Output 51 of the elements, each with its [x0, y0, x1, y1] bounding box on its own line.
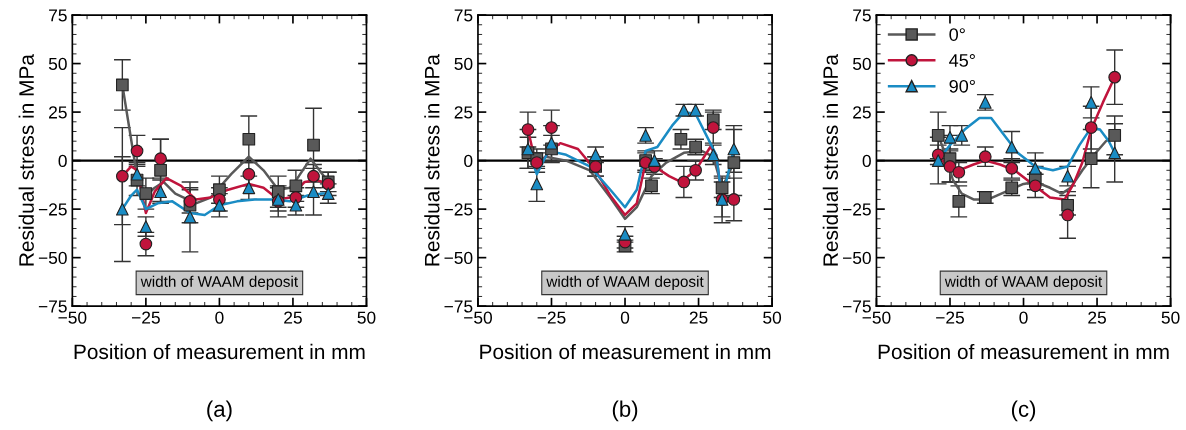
y-tick-label: 75 — [454, 9, 473, 22]
annotation: width of WAAM deposit — [944, 275, 1103, 290]
y-tick-label: 50 — [852, 57, 871, 71]
x-tick-label: 0 — [620, 311, 630, 324]
y-tick-label: 50 — [454, 57, 473, 71]
annotation: width of WAAM deposit — [546, 275, 704, 290]
y-tick-label: 50 — [48, 57, 67, 71]
y-tick-label: 25 — [853, 106, 871, 119]
y-tick-label: 0 — [464, 154, 473, 168]
y-axis-title: Residual stress in MPa — [18, 54, 34, 266]
x-tick-label: 0 — [1019, 311, 1028, 324]
y-tick-label: 75 — [49, 9, 67, 22]
x-tick-label: 50 — [357, 311, 376, 324]
legend-label: 90° — [949, 79, 975, 93]
x-tick-label: −25 — [936, 311, 964, 324]
x-tick-label: −50 — [464, 311, 492, 324]
x-tick-label: −25 — [537, 311, 566, 324]
y-tick-label: −25 — [38, 203, 67, 216]
y-tick-label: −25 — [843, 203, 871, 216]
y-tick-label: 25 — [49, 106, 67, 119]
x-tick-label: 25 — [1088, 311, 1106, 324]
y-tick-label: 0 — [862, 154, 871, 168]
x-tick-label: 25 — [284, 311, 302, 324]
x-tick-label: 50 — [1161, 311, 1180, 324]
x-tick-label: 0 — [215, 311, 224, 324]
x-axis-title: Position of measurement in mm — [74, 343, 365, 360]
x-tick-label: −50 — [58, 311, 87, 324]
legend-label: 0° — [949, 28, 965, 41]
y-axis-title: Residual stress in MPa — [424, 54, 440, 266]
x-tick-label: 25 — [689, 311, 708, 324]
text: (c) — [1011, 400, 1036, 422]
annotation: width of WAAM deposit — [140, 275, 298, 290]
y-tick-label: −75 — [843, 300, 871, 313]
y-tick-label: 25 — [454, 106, 473, 119]
x-tick-label: −50 — [862, 311, 891, 324]
y-tick-label: −50 — [38, 251, 67, 265]
text: (a) — [207, 400, 232, 422]
y-tick-label: −75 — [444, 300, 473, 313]
x-tick-label: 50 — [763, 311, 782, 324]
y-tick-label: 75 — [853, 9, 871, 22]
x-axis-title: Position of measurement in mm — [878, 343, 1169, 360]
y-tick-label: −75 — [38, 300, 67, 313]
x-tick-label: −25 — [132, 311, 160, 324]
x-axis-title: Position of measurement in mm — [480, 343, 771, 360]
text: (b) — [612, 400, 638, 422]
y-axis-title: Residual stress in MPa — [822, 54, 839, 266]
y-tick-label: 0 — [58, 154, 67, 168]
legend-label: 45° — [949, 54, 975, 67]
y-tick-label: −50 — [843, 251, 871, 265]
y-tick-label: −25 — [444, 203, 473, 216]
y-tick-label: −50 — [444, 251, 473, 265]
